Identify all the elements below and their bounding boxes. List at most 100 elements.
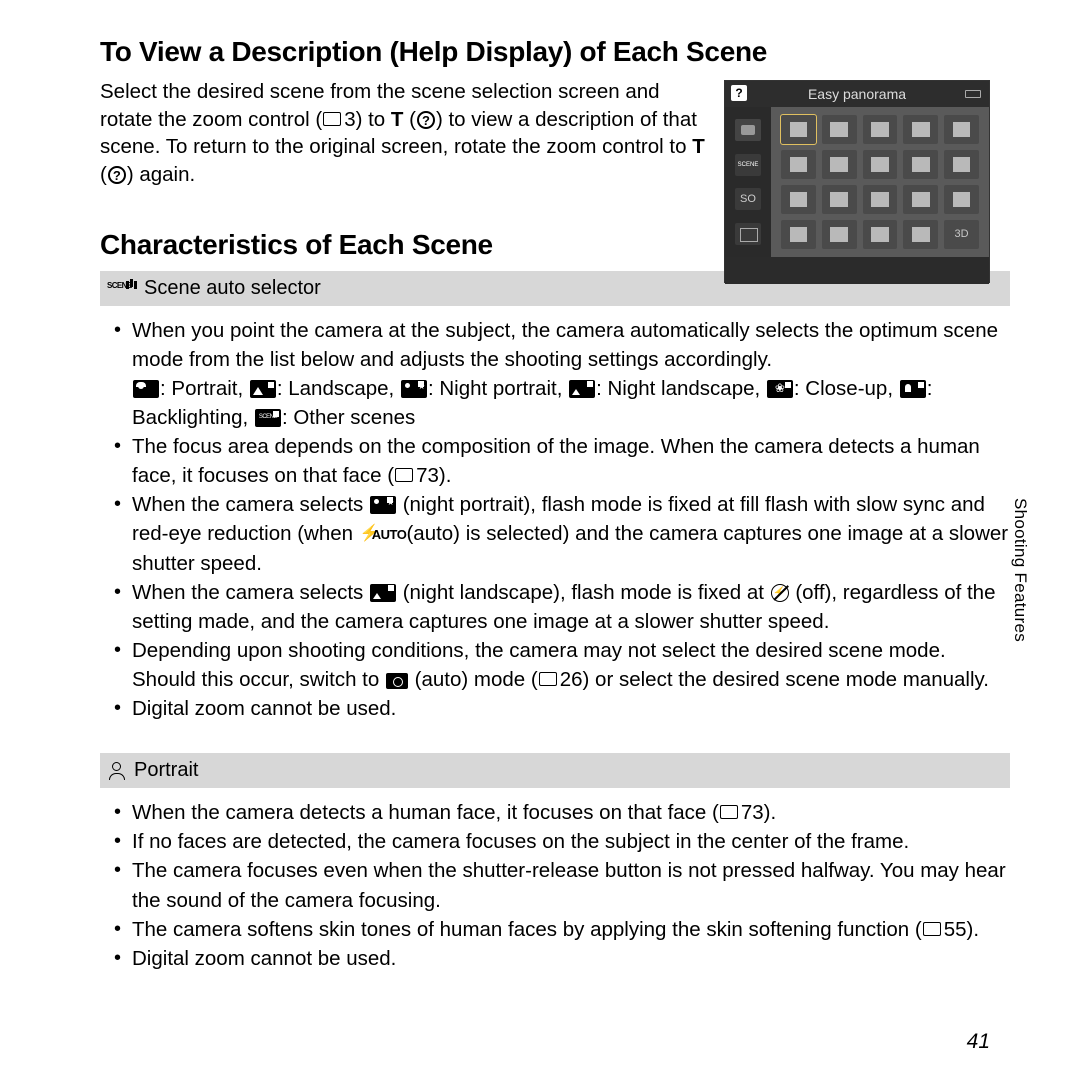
bullet-text: : Night landscape,: [596, 377, 766, 400]
help-icon: [108, 166, 126, 184]
bullet-text: When the camera detects a human face, it…: [132, 801, 719, 824]
bullet-item: When the camera detects a human face, it…: [132, 798, 1010, 827]
bullet-text: 73).: [416, 464, 451, 487]
book-icon: [539, 671, 559, 689]
bullet-text: : Landscape,: [277, 377, 400, 400]
tab-camera-icon: [735, 119, 761, 141]
bullet-text: The camera softens skin tones of human f…: [132, 918, 922, 941]
scene-auto-bullets: When you point the camera at the subject…: [100, 316, 1010, 724]
portrait-mode-icon: [107, 762, 127, 780]
scene-icon: [781, 150, 816, 179]
intro-text: control to: [602, 135, 692, 158]
bullet-text: The focus area depends on the compositio…: [132, 435, 980, 487]
tab-scene-icon: [735, 154, 761, 176]
bullet-text: 55).: [944, 918, 979, 941]
bullet-item: When the camera selects (night landscape…: [132, 578, 1010, 636]
manual-page: To View a Description (Help Display) of …: [0, 0, 1080, 1080]
camera-bottom-bar: [725, 257, 989, 284]
scene-icon: [863, 185, 898, 214]
portrait-header: Portrait: [100, 753, 1010, 788]
tab-so-icon: SO: [735, 188, 761, 210]
book-icon: [923, 921, 943, 939]
portrait-bullets: When the camera detects a human face, it…: [100, 798, 1010, 973]
heading-view-description: To View a Description (Help Display) of …: [100, 36, 1010, 68]
bullet-item: The camera softens skin tones of human f…: [132, 915, 1010, 944]
bullet-item: Digital zoom cannot be used.: [132, 694, 1010, 723]
flash-auto-icon: [360, 525, 400, 543]
bullet-text: 26) or select the desired scene mode man…: [560, 668, 989, 691]
camera-mode-tabs: SO: [725, 107, 771, 257]
closeup-icon: [767, 380, 793, 398]
scene-icon: [781, 185, 816, 214]
bullet-text: (auto) mode (: [409, 668, 538, 691]
portrait-title: Portrait: [134, 759, 198, 782]
t-label: T: [692, 135, 705, 158]
bullet-text: : Close-up,: [794, 377, 899, 400]
camera-title: Easy panorama: [808, 86, 906, 102]
tab-effects-icon: [735, 223, 761, 245]
bullet-text: : Portrait,: [160, 377, 249, 400]
scene-icon: [944, 150, 979, 179]
intro-text: 3) to: [344, 108, 391, 131]
camera-mode-icon: [386, 673, 408, 689]
bullet-text: When you point the camera at the subject…: [132, 319, 998, 371]
scene-auto-title: Scene auto selector: [144, 277, 321, 300]
bullet-text: (night landscape), flash mode is fixed a…: [397, 581, 770, 604]
scene-icon: [781, 220, 816, 249]
bullet-item: When the camera selects (night portrait)…: [132, 490, 1010, 577]
book-icon: [323, 111, 343, 129]
scene-icon: [944, 185, 979, 214]
bullet-item: When you point the camera at the subject…: [132, 316, 1010, 432]
scene-icon: [903, 220, 938, 249]
scene-icon: [822, 185, 857, 214]
scene-icon-3d: [944, 220, 979, 249]
bullet-item: Digital zoom cannot be used.: [132, 944, 1010, 973]
bullet-item: Depending upon shooting conditions, the …: [132, 636, 1010, 694]
scene-icon: [944, 115, 979, 144]
battery-icon: [965, 90, 981, 98]
bullet-text: When the camera selects: [132, 581, 369, 604]
landscape-icon: [250, 380, 276, 398]
scene-icon: [863, 220, 898, 249]
night-portrait-icon: [401, 380, 427, 398]
bullet-text: : Other scenes: [282, 406, 415, 429]
intro-text: (: [403, 108, 416, 131]
bullet-item: The camera focuses even when the shutter…: [132, 856, 1010, 914]
intro-paragraph: Select the desired scene from the scene …: [100, 78, 708, 189]
scene-auto-icon: [107, 279, 137, 297]
other-scenes-icon: [255, 409, 281, 427]
scene-icon: [903, 115, 938, 144]
bullet-item: If no faces are detected, the camera foc…: [132, 827, 1010, 856]
scene-icon: [822, 220, 857, 249]
t-label: T: [391, 108, 404, 131]
intro-text: Select the desired scene from the scene …: [100, 80, 660, 103]
camera-screen-illustration: ? Easy panorama SO: [724, 80, 990, 283]
intro-text: rotate the zoom control (: [100, 108, 322, 131]
scene-icon: [781, 115, 816, 144]
night-landscape-icon: [370, 584, 396, 602]
intro-text: ) again.: [127, 163, 195, 186]
flash-off-icon: [771, 584, 789, 602]
night-portrait-icon: [370, 496, 396, 514]
section-side-label: Shooting Features: [1010, 498, 1030, 642]
backlight-icon: [900, 380, 926, 398]
bullet-text: 73).: [741, 801, 776, 824]
bullet-item: The focus area depends on the compositio…: [132, 432, 1010, 490]
help-icon: [417, 111, 435, 129]
intro-text: ) to view a description: [436, 108, 634, 131]
scene-grid: [771, 107, 989, 257]
camera-titlebar: ? Easy panorama: [725, 81, 989, 107]
bullet-text: : Night portrait,: [428, 377, 568, 400]
book-icon: [720, 804, 740, 822]
scene-icon: [903, 185, 938, 214]
bullet-text: When the camera selects: [132, 493, 369, 516]
night-landscape-icon: [569, 380, 595, 398]
scene-icon: [863, 115, 898, 144]
book-icon: [395, 467, 415, 485]
scene-icon: [822, 150, 857, 179]
scene-icon: [863, 150, 898, 179]
help-badge-icon: ?: [731, 85, 747, 101]
portrait-icon: [133, 380, 159, 398]
scene-icon: [822, 115, 857, 144]
page-number: 41: [967, 1030, 990, 1054]
